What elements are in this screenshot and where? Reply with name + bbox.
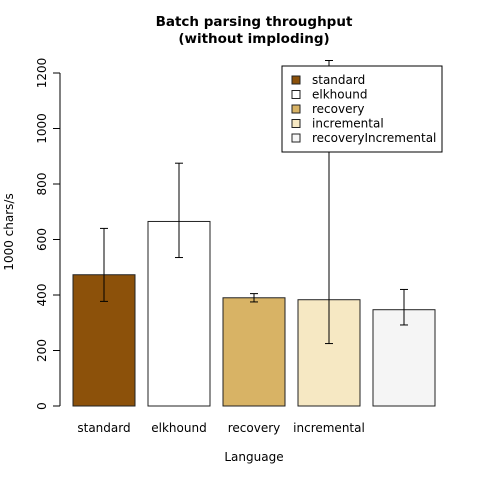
legend-swatch (291, 90, 301, 99)
legend-label: elkhound (312, 88, 367, 102)
bar (222, 297, 286, 407)
chart-title-line: Batch parsing throughput (156, 14, 353, 30)
y-axis-label: 1000 chars/s (2, 193, 16, 270)
x-tick-label: recovery (228, 421, 281, 435)
legend-swatch (291, 119, 301, 128)
legend-swatch (291, 75, 301, 85)
legend-swatch (291, 133, 301, 143)
legend-swatch (291, 104, 301, 114)
chart-title-line: (without imploding) (178, 31, 329, 47)
legend: standardelkhoundrecoveryincrementalrecov… (281, 65, 443, 153)
chart-title: Batch parsing throughput(without implodi… (156, 14, 353, 47)
bar (372, 309, 436, 407)
y-tick-label: 1000 (35, 113, 49, 144)
y-tick-label: 1200 (35, 58, 49, 89)
x-axis-label: Language (224, 450, 283, 464)
y-tick-label: 0 (35, 402, 49, 410)
y-tick-label: 600 (35, 228, 49, 251)
legend-box (281, 65, 443, 153)
y-tick-label: 200 (35, 339, 49, 362)
y-tick-label: 400 (35, 284, 49, 307)
x-tick-label: incremental (293, 421, 365, 435)
legend-label: incremental (312, 117, 384, 131)
y-tick-label: 800 (35, 173, 49, 196)
x-tick-label: standard (77, 421, 130, 435)
legend-label: recovery (312, 102, 365, 116)
legend-label: recoveryIncremental (312, 131, 436, 145)
bars-group (72, 220, 436, 407)
x-tick-label: elkhound (151, 421, 206, 435)
x-tick-labels: standard elkhound recovery incremental (77, 421, 364, 435)
y-axis: 0 200 400 600 800 1000 1200 (35, 58, 61, 410)
legend-label: standard (312, 73, 365, 87)
